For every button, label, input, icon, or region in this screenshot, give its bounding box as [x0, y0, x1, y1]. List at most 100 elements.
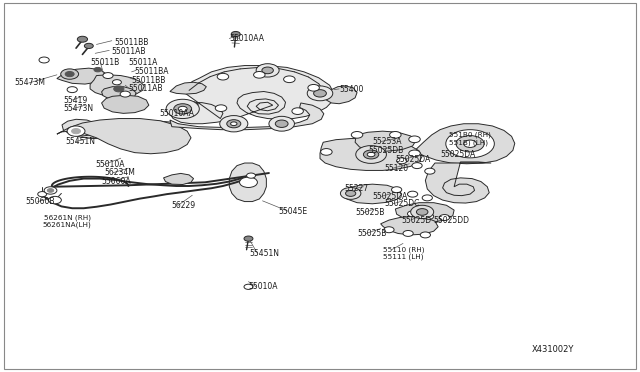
Text: 55025D: 55025D: [402, 216, 432, 225]
Circle shape: [189, 102, 198, 107]
Text: 55253A: 55253A: [372, 137, 402, 146]
Text: 55419: 55419: [63, 96, 88, 105]
Circle shape: [409, 136, 420, 142]
Circle shape: [262, 67, 273, 74]
Text: 55025DA: 55025DA: [372, 192, 408, 201]
Circle shape: [292, 108, 303, 115]
Circle shape: [47, 189, 54, 192]
Text: 551B) (LH): 551B) (LH): [449, 139, 488, 145]
Text: 55451N: 55451N: [250, 249, 280, 258]
Circle shape: [420, 232, 431, 238]
Circle shape: [321, 148, 332, 155]
Circle shape: [217, 73, 228, 80]
Circle shape: [409, 150, 420, 157]
Text: 55473M: 55473M: [15, 78, 45, 87]
Circle shape: [367, 152, 375, 157]
Circle shape: [356, 145, 387, 163]
Text: 55010AA: 55010AA: [159, 109, 194, 118]
Polygon shape: [355, 131, 416, 151]
Text: 56229: 56229: [172, 201, 196, 210]
Circle shape: [424, 214, 434, 219]
Polygon shape: [170, 103, 324, 130]
Polygon shape: [326, 86, 357, 104]
Circle shape: [67, 126, 85, 137]
Circle shape: [61, 69, 79, 79]
Polygon shape: [90, 75, 145, 97]
Circle shape: [49, 196, 61, 204]
Circle shape: [411, 205, 434, 219]
Circle shape: [384, 227, 394, 233]
Circle shape: [256, 64, 279, 77]
Circle shape: [269, 116, 294, 131]
Circle shape: [351, 132, 363, 138]
Polygon shape: [57, 119, 191, 154]
Circle shape: [314, 90, 326, 97]
Text: 55227: 55227: [344, 185, 369, 193]
Polygon shape: [415, 124, 515, 164]
Polygon shape: [62, 119, 182, 138]
Text: 55010AA: 55010AA: [229, 34, 264, 43]
Text: 56234M: 56234M: [104, 168, 135, 177]
Text: 55111 (LH): 55111 (LH): [383, 254, 423, 260]
Circle shape: [456, 136, 484, 152]
Circle shape: [307, 86, 333, 101]
Text: 55120: 55120: [384, 164, 408, 173]
Polygon shape: [396, 203, 454, 222]
Text: 55010A: 55010A: [95, 160, 125, 169]
Circle shape: [392, 187, 402, 193]
Circle shape: [308, 84, 319, 91]
Text: 55025DB: 55025DB: [368, 146, 403, 155]
Circle shape: [178, 106, 187, 112]
Circle shape: [390, 132, 401, 138]
Circle shape: [397, 158, 407, 164]
Text: 55451N: 55451N: [66, 137, 96, 146]
Circle shape: [408, 191, 418, 197]
Circle shape: [44, 187, 57, 194]
Circle shape: [94, 67, 102, 72]
Text: 55025DA: 55025DA: [440, 150, 476, 158]
Circle shape: [103, 73, 113, 78]
Polygon shape: [102, 95, 149, 113]
Polygon shape: [381, 217, 438, 235]
Circle shape: [408, 211, 418, 217]
Text: 55400: 55400: [339, 85, 364, 94]
Text: 55025B: 55025B: [355, 208, 385, 217]
Polygon shape: [320, 138, 422, 170]
Circle shape: [346, 190, 356, 196]
Text: 55010A: 55010A: [248, 282, 278, 291]
Text: 55025DC: 55025DC: [384, 199, 419, 208]
Polygon shape: [102, 87, 136, 100]
Circle shape: [253, 71, 265, 78]
Polygon shape: [229, 163, 266, 202]
Circle shape: [412, 163, 422, 169]
Text: 55025DA: 55025DA: [396, 155, 431, 164]
Circle shape: [446, 130, 494, 158]
Polygon shape: [170, 82, 206, 94]
Circle shape: [244, 236, 253, 241]
Circle shape: [166, 99, 199, 119]
Polygon shape: [344, 184, 402, 204]
Circle shape: [417, 209, 428, 215]
Polygon shape: [164, 173, 193, 185]
Text: 55045E: 55045E: [278, 207, 308, 216]
Text: 56261NA(LH): 56261NA(LH): [42, 221, 91, 228]
Polygon shape: [57, 68, 106, 84]
Text: 55011BB: 55011BB: [115, 38, 148, 47]
Text: 55060A: 55060A: [102, 177, 131, 186]
Circle shape: [120, 91, 131, 97]
Polygon shape: [170, 65, 334, 124]
Text: 55011B: 55011B: [90, 58, 119, 67]
Circle shape: [340, 187, 361, 199]
Circle shape: [403, 231, 413, 236]
Circle shape: [72, 129, 81, 134]
Circle shape: [230, 122, 237, 126]
Circle shape: [231, 32, 240, 37]
Circle shape: [239, 177, 257, 187]
Circle shape: [244, 284, 253, 289]
Circle shape: [364, 150, 379, 159]
Circle shape: [38, 192, 47, 197]
Circle shape: [422, 195, 433, 201]
Text: 55110 (RH): 55110 (RH): [383, 247, 424, 253]
Text: 55025DD: 55025DD: [434, 216, 470, 225]
Circle shape: [246, 173, 255, 178]
